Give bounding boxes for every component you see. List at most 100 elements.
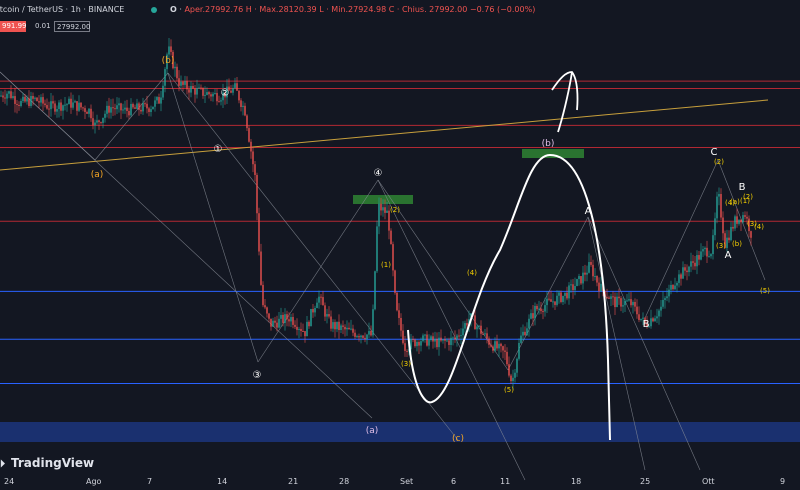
candle-body <box>500 343 502 347</box>
candle-body <box>742 215 744 223</box>
candle-body <box>496 341 498 349</box>
candle-body <box>242 105 244 108</box>
candle-body <box>672 284 674 290</box>
candle-body <box>516 358 518 373</box>
candle-body <box>244 105 246 116</box>
candle-body <box>530 313 532 319</box>
wave-label-yellow: (a) <box>730 198 740 206</box>
candle-body <box>228 86 230 91</box>
candle-body <box>528 318 530 329</box>
candle-body <box>270 318 272 327</box>
wave-label-yellow: (2) <box>714 158 724 166</box>
candle-body <box>180 81 182 86</box>
candle-body <box>660 306 662 311</box>
candle-body <box>488 338 490 345</box>
candle-body <box>750 231 752 238</box>
candle-body <box>72 102 74 108</box>
candle-body <box>66 104 68 106</box>
candle-body <box>160 97 162 104</box>
candle-body <box>162 85 164 98</box>
candle-body <box>76 101 78 111</box>
candle-body <box>538 308 540 310</box>
wave-label-orange: (c) <box>452 434 464 444</box>
wave-label-yellow: (4) <box>725 199 735 207</box>
candle-body <box>554 301 556 305</box>
candle-body <box>682 267 684 279</box>
candle-body <box>42 97 44 104</box>
candle-body <box>492 346 494 351</box>
candle-body <box>748 218 750 232</box>
low-value: L · Min.27924.98 <box>319 5 387 14</box>
candle-body <box>470 313 472 319</box>
candle-body <box>112 107 114 109</box>
candle-body <box>260 251 262 285</box>
candle-body <box>594 275 596 277</box>
candle-body <box>146 103 148 109</box>
symbol-header: Bitcoin / TetherUS · 1h · BINANCE O · Ap… <box>0 0 800 20</box>
candle-body <box>394 270 396 293</box>
candle-body <box>328 314 330 317</box>
candle-body <box>586 272 588 275</box>
candle-body <box>50 101 52 110</box>
candle-body <box>574 286 576 291</box>
candle-body <box>440 337 442 341</box>
wave-guide-1 <box>94 72 169 161</box>
candle-body <box>82 107 84 109</box>
candle-body <box>416 341 418 347</box>
candle-body <box>6 93 8 99</box>
candle-body <box>456 335 458 340</box>
candle-body <box>658 310 660 317</box>
candle-body <box>534 305 536 319</box>
candle-body <box>142 103 144 112</box>
candle-body <box>704 247 706 250</box>
candle-body <box>684 267 686 271</box>
candle-body <box>520 335 522 343</box>
candle-body <box>164 69 166 86</box>
candle-body <box>266 307 268 314</box>
buy-price-button[interactable]: 27992.00 <box>54 21 90 32</box>
candle-body <box>596 275 598 283</box>
tradingview-logo[interactable]: ⏵ TradingView <box>0 453 94 473</box>
candle-body <box>560 292 562 303</box>
sell-price-button[interactable]: 991.99 <box>0 21 27 32</box>
candle-body <box>278 318 280 328</box>
candle-body <box>208 92 210 95</box>
candle-body <box>114 108 116 110</box>
candle-body <box>656 316 658 319</box>
candle-body <box>166 54 168 70</box>
projection-curve <box>407 153 611 441</box>
candle-body <box>220 100 222 102</box>
candle-body <box>298 328 300 330</box>
wave-guide-9 <box>377 179 526 481</box>
wave-label-yellow: (b) <box>732 240 742 248</box>
candle-body <box>194 88 196 95</box>
candle-body <box>124 107 126 110</box>
candle-body <box>668 289 670 297</box>
candle-body <box>702 249 704 252</box>
symbol-title[interactable]: Bitcoin / TetherUS · 1h · BINANCE <box>0 5 125 14</box>
candle-body <box>640 318 642 320</box>
candle-body <box>522 331 524 336</box>
wave-label-yellow: (2) <box>390 206 400 214</box>
x-tick-label: 14 <box>217 477 228 486</box>
high-value: H · Max.28120.39 <box>245 5 317 14</box>
x-tick-label: 18 <box>571 477 582 486</box>
candle-body <box>52 101 54 104</box>
candle-body <box>626 300 628 302</box>
candle-body <box>718 194 720 197</box>
candle-body <box>724 233 726 248</box>
candle-body <box>252 151 254 165</box>
candle-body <box>474 315 476 330</box>
time-axis[interactable]: 24 Ago 7 14 21 28 Set 6 11 18 25 Ott 9 <box>0 474 800 490</box>
candle-body <box>8 91 10 94</box>
wave-guide-3 <box>257 179 379 363</box>
candle-body <box>590 262 592 265</box>
candle-body <box>552 301 554 303</box>
candle-body <box>168 46 170 55</box>
candle-body <box>634 301 636 307</box>
candle-body <box>60 102 62 111</box>
candle-body <box>264 305 266 308</box>
candle-body <box>722 217 724 234</box>
